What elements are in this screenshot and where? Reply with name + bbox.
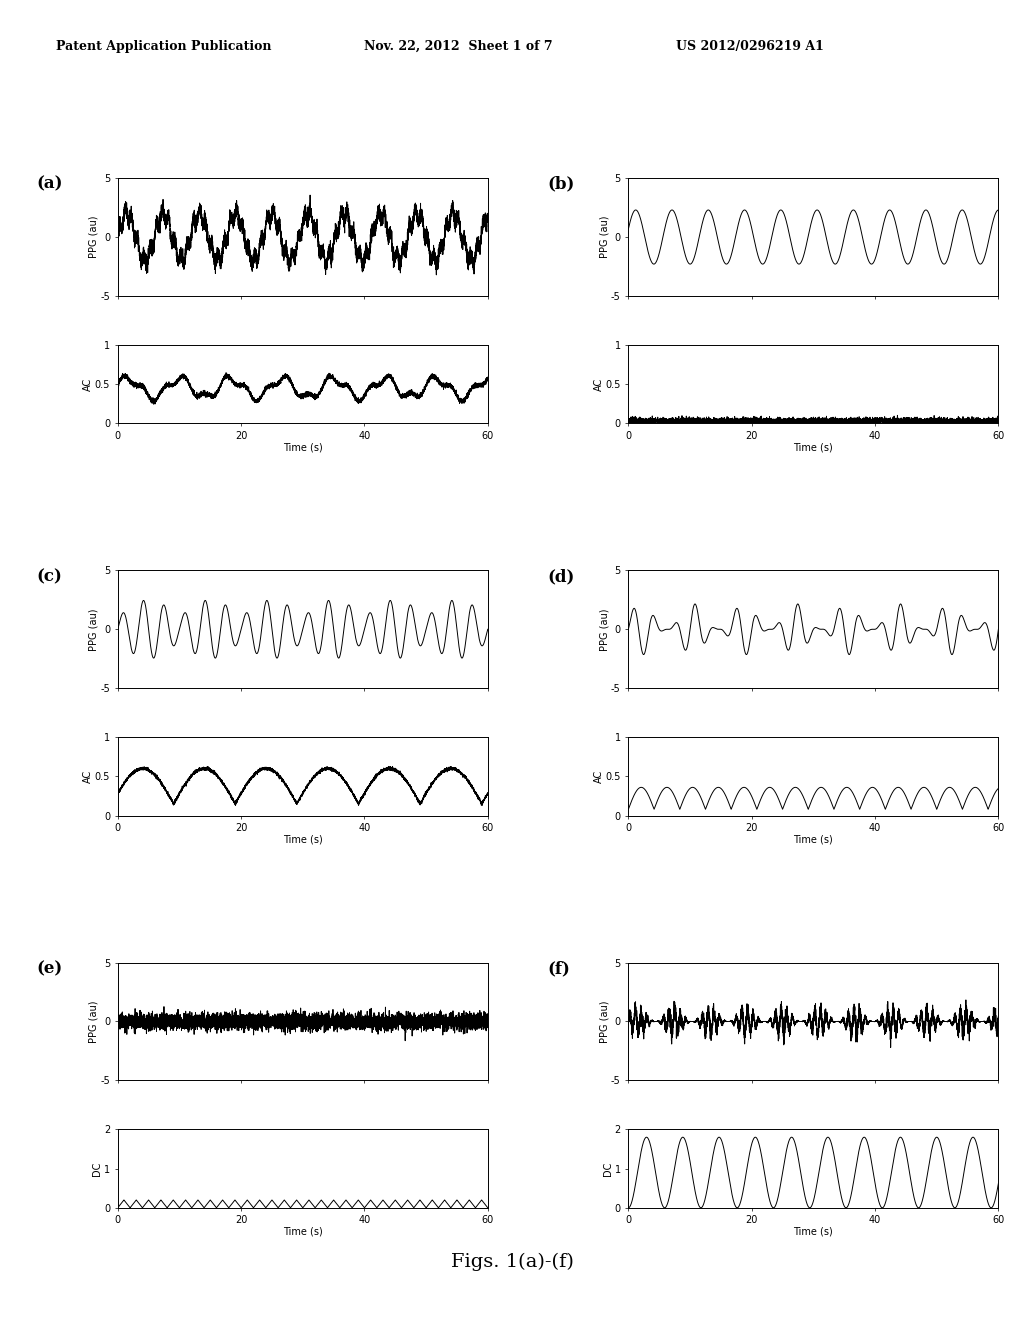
Y-axis label: DC: DC — [603, 1162, 613, 1176]
Y-axis label: DC: DC — [92, 1162, 102, 1176]
Y-axis label: AC: AC — [594, 378, 604, 391]
Y-axis label: AC: AC — [83, 770, 93, 783]
Text: (d): (d) — [547, 568, 574, 585]
Y-axis label: PPG (au): PPG (au) — [600, 215, 609, 259]
Text: (a): (a) — [37, 176, 62, 193]
Y-axis label: PPG (au): PPG (au) — [89, 1001, 99, 1043]
Text: (b): (b) — [547, 176, 574, 193]
X-axis label: Time (s): Time (s) — [794, 442, 834, 453]
Y-axis label: PPG (au): PPG (au) — [600, 1001, 609, 1043]
Text: Figs. 1(a)-(f): Figs. 1(a)-(f) — [451, 1253, 573, 1271]
Y-axis label: PPG (au): PPG (au) — [89, 609, 99, 651]
X-axis label: Time (s): Time (s) — [794, 834, 834, 845]
Y-axis label: AC: AC — [594, 770, 604, 783]
X-axis label: Time (s): Time (s) — [794, 1226, 834, 1237]
X-axis label: Time (s): Time (s) — [283, 834, 323, 845]
Text: (c): (c) — [37, 568, 62, 585]
Text: (e): (e) — [37, 961, 62, 977]
Text: (f): (f) — [547, 961, 569, 977]
X-axis label: Time (s): Time (s) — [283, 442, 323, 453]
Y-axis label: PPG (au): PPG (au) — [89, 215, 99, 259]
Text: US 2012/0296219 A1: US 2012/0296219 A1 — [676, 40, 823, 53]
Y-axis label: PPG (au): PPG (au) — [600, 609, 609, 651]
X-axis label: Time (s): Time (s) — [283, 1226, 323, 1237]
Y-axis label: AC: AC — [83, 378, 93, 391]
Text: Patent Application Publication: Patent Application Publication — [56, 40, 271, 53]
Text: Nov. 22, 2012  Sheet 1 of 7: Nov. 22, 2012 Sheet 1 of 7 — [364, 40, 552, 53]
